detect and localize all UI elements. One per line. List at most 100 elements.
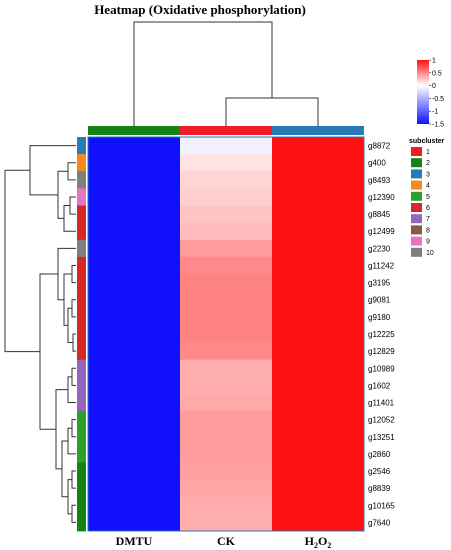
heatmap-cell-g8493-H2O2 [272,171,364,189]
heatmap-cell-g2230-DMTU [88,239,180,258]
heatmap-cell-g12390-DMTU [88,188,180,206]
heatmap-cell-g11401-DMTU [88,393,180,412]
row-dendrogram-branch [71,419,76,438]
heatmap-cell-g7640-DMTU [88,513,180,532]
row-annotation-g11401 [77,393,86,412]
row-label-g400: g400 [368,159,386,168]
column-annotation-DMTU [88,126,180,135]
row-annotation-g12499 [77,222,86,241]
heatmap-cell-g2546-DMTU [88,462,180,480]
row-label-g11401: g11401 [368,399,395,408]
row-annotation-g13251 [77,428,86,446]
subcluster-label-3: 3 [426,171,430,178]
row-dendrogram-branch [72,333,76,352]
row-label-g12390: g12390 [368,193,395,202]
row-dendrogram-branch [61,440,68,498]
heatmap-cell-g9081-CK [180,291,272,309]
column-annotation-bar [88,126,364,135]
row-label-g8493: g8493 [368,176,391,185]
heatmap-cell-g2860-CK [180,445,272,463]
heatmap-cell-g8839-CK [180,479,272,498]
heatmap-cell-g8845-CK [180,205,272,224]
row-label-g2230: g2230 [368,244,391,253]
heatmap-cell-g10989-CK [180,359,272,378]
subcluster-swatch-7 [411,214,422,224]
heatmap-cell-g400-CK [180,154,272,172]
row-annotation-g8493 [77,171,86,189]
heatmap-cell-g11242-DMTU [88,256,180,275]
row-dendrogram-branch [71,367,76,386]
subcluster-swatch-8 [411,225,422,235]
heatmap-cell-g8872-CK [180,137,272,155]
heatmap-cell-g8839-DMTU [88,479,180,498]
heatmap-cell-g12499-CK [180,222,272,241]
heatmap-cell-g9180-H2O2 [272,308,364,326]
heatmap-cell-g8872-DMTU [88,137,180,155]
heatmap-cell-g12052-CK [180,411,272,429]
row-label-g13251: g13251 [368,433,395,442]
heatmap-cell-g8493-CK [180,171,272,189]
row-annotation-g10165 [77,496,86,515]
column-annotation-H2O2 [272,126,364,135]
subcluster-label-7: 7 [426,216,430,223]
heatmap-cell-g10165-H2O2 [272,496,364,515]
heatmap-cell-g12225-H2O2 [272,325,364,343]
row-label-g1602: g1602 [368,381,391,390]
row-label-g3195: g3195 [368,279,391,288]
row-label-g7640: g7640 [368,518,391,527]
heatmap-cell-g12829-H2O2 [272,342,364,361]
column-dendrogram-branch [225,97,319,126]
color-scale-tick-label: -0.5 [432,96,444,103]
subcluster-swatch-10 [411,247,422,257]
heatmap-cell-g8493-DMTU [88,171,180,189]
subcluster-label-10: 10 [426,250,434,257]
heatmap-cell-g8839-H2O2 [272,479,364,498]
row-dendrogram-branch [71,470,76,489]
row-dendrogram-branch [57,170,68,219]
row-label-g8872: g8872 [368,142,391,151]
heatmap-cell-g12829-DMTU [88,342,180,361]
heatmap-cells [87,136,365,532]
heatmap-cell-g12225-DMTU [88,325,180,343]
row-label-g12499: g12499 [368,227,395,236]
subcluster-label-9: 9 [426,239,430,246]
chart-title: Heatmap (Oxidative phosphorylation) [94,2,306,17]
row-label-g10989: g10989 [368,364,395,373]
row-annotation-g400 [77,154,86,172]
row-dendrogram-branch [71,299,76,318]
color-scale-bar [417,60,429,124]
column-dendrogram [133,21,319,126]
column-label-CK: CK [217,534,236,548]
row-labels: g8872 g400 g8493 g12390 g8845 g12499 g2230 g112… [368,142,395,528]
row-label-g9180: g9180 [368,313,391,322]
row-annotation-g1602 [77,376,86,395]
row-annotation-g12052 [77,411,86,429]
row-annotation-g8872 [77,137,86,155]
heatmap-cell-g13251-DMTU [88,428,180,446]
row-annotation-g9180 [77,308,86,326]
subcluster-label-2: 2 [426,160,430,167]
heatmap-cell-g2230-H2O2 [272,239,364,258]
heatmap-cell-g11242-H2O2 [272,256,364,275]
subcluster-label-1: 1 [426,149,430,156]
color-scale-tick-label: 0.5 [432,70,442,77]
subcluster-swatch-9 [411,236,422,246]
heatmap-cell-g3195-H2O2 [272,274,364,292]
heatmap-cell-g2860-H2O2 [272,445,364,463]
row-annotation-g11242 [77,256,86,275]
heatmap-cell-g8872-H2O2 [272,137,364,155]
row-annotation-g7640 [77,513,86,532]
heatmap-cell-g8845-DMTU [88,205,180,224]
row-annotation-g12829 [77,342,86,361]
row-annotation-g12390 [77,188,86,206]
row-label-g8845: g8845 [368,210,391,219]
column-annotation-CK [180,126,272,135]
row-dendrogram-branch [67,479,72,515]
subcluster-swatch-1 [411,147,422,156]
heatmap-cell-g12390-H2O2 [272,188,364,206]
row-dendrogram-branch [67,162,76,181]
heatmap-cell-g3195-DMTU [88,274,180,292]
heatmap-cell-g11401-CK [180,393,272,412]
subcluster-swatch-4 [411,180,422,190]
